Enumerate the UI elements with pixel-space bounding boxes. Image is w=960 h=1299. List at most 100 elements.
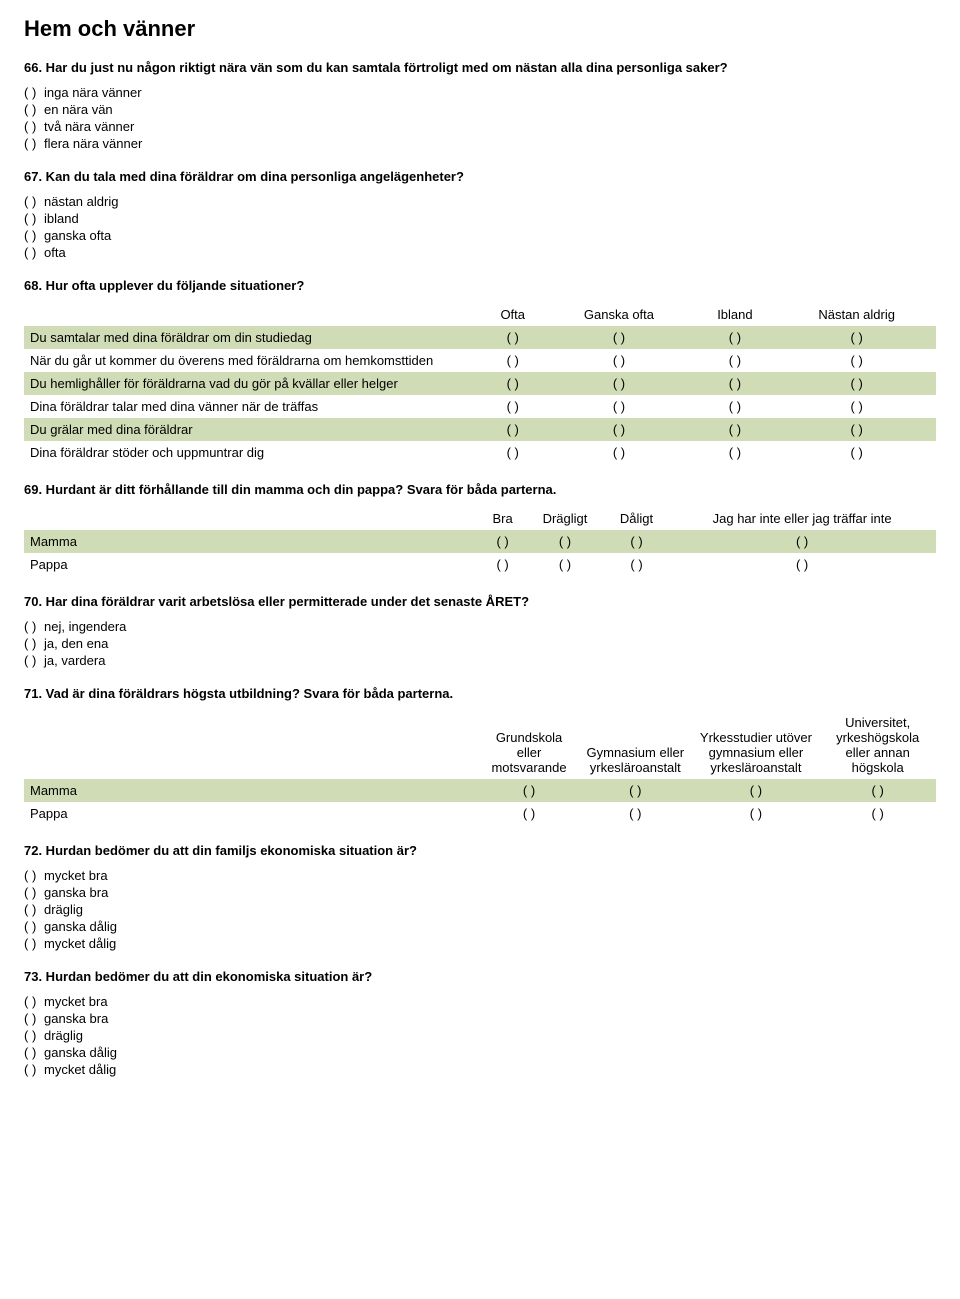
radio-cell[interactable]: ( ) <box>819 802 936 825</box>
radio-cell[interactable]: ( ) <box>668 530 936 553</box>
option[interactable]: ( )dräglig <box>24 1028 936 1043</box>
row-label: Pappa <box>24 553 480 576</box>
option-label: ganska dålig <box>44 1045 117 1060</box>
radio-cell[interactable]: ( ) <box>525 530 605 553</box>
option-label: ganska dålig <box>44 919 117 934</box>
radio-cell[interactable]: ( ) <box>480 553 525 576</box>
option-label: mycket bra <box>44 868 108 883</box>
paren-icon: ( ) <box>24 919 44 934</box>
option[interactable]: ( )mycket bra <box>24 868 936 883</box>
paren-icon: ( ) <box>24 194 44 209</box>
radio-cell[interactable]: ( ) <box>777 395 936 418</box>
paren-icon: ( ) <box>24 211 44 226</box>
question-67: 67. Kan du tala med dina föräldrar om di… <box>24 169 936 184</box>
paren-icon: ( ) <box>24 619 44 634</box>
radio-cell[interactable]: ( ) <box>692 372 777 395</box>
option[interactable]: ( )ja, vardera <box>24 653 936 668</box>
option[interactable]: ( )ganska ofta <box>24 228 936 243</box>
option[interactable]: ( )mycket bra <box>24 994 936 1009</box>
radio-cell[interactable]: ( ) <box>668 553 936 576</box>
radio-cell[interactable]: ( ) <box>480 326 545 349</box>
radio-cell[interactable]: ( ) <box>480 372 545 395</box>
col-header: Gymnasium eller yrkesläroanstalt <box>578 711 692 779</box>
option[interactable]: ( )två nära vänner <box>24 119 936 134</box>
radio-cell[interactable]: ( ) <box>480 441 545 464</box>
col-header: Ganska ofta <box>545 303 692 326</box>
row-label: Du samtalar med dina föräldrar om din st… <box>24 326 480 349</box>
radio-cell[interactable]: ( ) <box>692 802 819 825</box>
option[interactable]: ( )ja, den ena <box>24 636 936 651</box>
option[interactable]: ( )nej, ingendera <box>24 619 936 634</box>
radio-cell[interactable]: ( ) <box>692 418 777 441</box>
radio-cell[interactable]: ( ) <box>545 441 692 464</box>
option[interactable]: ( )dräglig <box>24 902 936 917</box>
paren-icon: ( ) <box>24 1011 44 1026</box>
option[interactable]: ( )ganska dålig <box>24 919 936 934</box>
option[interactable]: ( )ibland <box>24 211 936 226</box>
radio-cell[interactable]: ( ) <box>545 326 692 349</box>
radio-cell[interactable]: ( ) <box>525 553 605 576</box>
radio-cell[interactable]: ( ) <box>692 779 819 802</box>
table-row: Mamma ( ) ( ) ( ) ( ) <box>24 530 936 553</box>
option[interactable]: ( )en nära vän <box>24 102 936 117</box>
radio-cell[interactable]: ( ) <box>692 326 777 349</box>
radio-cell[interactable]: ( ) <box>480 530 525 553</box>
option-label: ja, vardera <box>44 653 105 668</box>
radio-cell[interactable]: ( ) <box>777 441 936 464</box>
radio-cell[interactable]: ( ) <box>480 802 578 825</box>
radio-cell[interactable]: ( ) <box>480 779 578 802</box>
option[interactable]: ( )flera nära vänner <box>24 136 936 151</box>
option-label: inga nära vänner <box>44 85 142 100</box>
radio-cell[interactable]: ( ) <box>692 349 777 372</box>
radio-cell[interactable]: ( ) <box>777 418 936 441</box>
option[interactable]: ( )nästan aldrig <box>24 194 936 209</box>
radio-cell[interactable]: ( ) <box>777 349 936 372</box>
radio-cell[interactable]: ( ) <box>545 418 692 441</box>
radio-cell[interactable]: ( ) <box>777 372 936 395</box>
radio-cell[interactable]: ( ) <box>578 802 692 825</box>
option[interactable]: ( )ofta <box>24 245 936 260</box>
row-label: Mamma <box>24 530 480 553</box>
option[interactable]: ( )mycket dålig <box>24 1062 936 1077</box>
question-70-options: ( )nej, ingendera ( )ja, den ena ( )ja, … <box>24 619 936 668</box>
radio-cell[interactable]: ( ) <box>692 441 777 464</box>
option[interactable]: ( )ganska bra <box>24 1011 936 1026</box>
question-66: 66. Har du just nu någon riktigt nära vä… <box>24 60 936 75</box>
option-label: nästan aldrig <box>44 194 118 209</box>
table-header-row: Grundskola eller motsvarande Gymnasium e… <box>24 711 936 779</box>
option-label: dräglig <box>44 902 83 917</box>
option[interactable]: ( )ganska dålig <box>24 1045 936 1060</box>
row-label: Pappa <box>24 802 480 825</box>
col-header: Yrkesstudier utöver gymnasium eller yrke… <box>692 711 819 779</box>
radio-cell[interactable]: ( ) <box>545 395 692 418</box>
paren-icon: ( ) <box>24 136 44 151</box>
option-label: dräglig <box>44 1028 83 1043</box>
radio-cell[interactable]: ( ) <box>692 395 777 418</box>
radio-cell[interactable]: ( ) <box>578 779 692 802</box>
radio-cell[interactable]: ( ) <box>545 349 692 372</box>
table-row: Du hemlighåller för föräldrarna vad du g… <box>24 372 936 395</box>
radio-cell[interactable]: ( ) <box>480 395 545 418</box>
matrix-68: Ofta Ganska ofta Ibland Nästan aldrig Du… <box>24 303 936 464</box>
question-67-options: ( )nästan aldrig ( )ibland ( )ganska oft… <box>24 194 936 260</box>
option[interactable]: ( )mycket dålig <box>24 936 936 951</box>
radio-cell[interactable]: ( ) <box>819 779 936 802</box>
radio-cell[interactable]: ( ) <box>545 372 692 395</box>
col-header: Ofta <box>480 303 545 326</box>
row-label: När du går ut kommer du överens med förä… <box>24 349 480 372</box>
paren-icon: ( ) <box>24 936 44 951</box>
radio-cell[interactable]: ( ) <box>605 553 668 576</box>
paren-icon: ( ) <box>24 868 44 883</box>
option[interactable]: ( )inga nära vänner <box>24 85 936 100</box>
question-66-options: ( )inga nära vänner ( )en nära vän ( )tv… <box>24 85 936 151</box>
radio-cell[interactable]: ( ) <box>777 326 936 349</box>
paren-icon: ( ) <box>24 636 44 651</box>
col-header: Nästan aldrig <box>777 303 936 326</box>
radio-cell[interactable]: ( ) <box>480 349 545 372</box>
row-label: Mamma <box>24 779 480 802</box>
col-header: Drägligt <box>525 507 605 530</box>
radio-cell[interactable]: ( ) <box>480 418 545 441</box>
paren-icon: ( ) <box>24 653 44 668</box>
option[interactable]: ( )ganska bra <box>24 885 936 900</box>
radio-cell[interactable]: ( ) <box>605 530 668 553</box>
